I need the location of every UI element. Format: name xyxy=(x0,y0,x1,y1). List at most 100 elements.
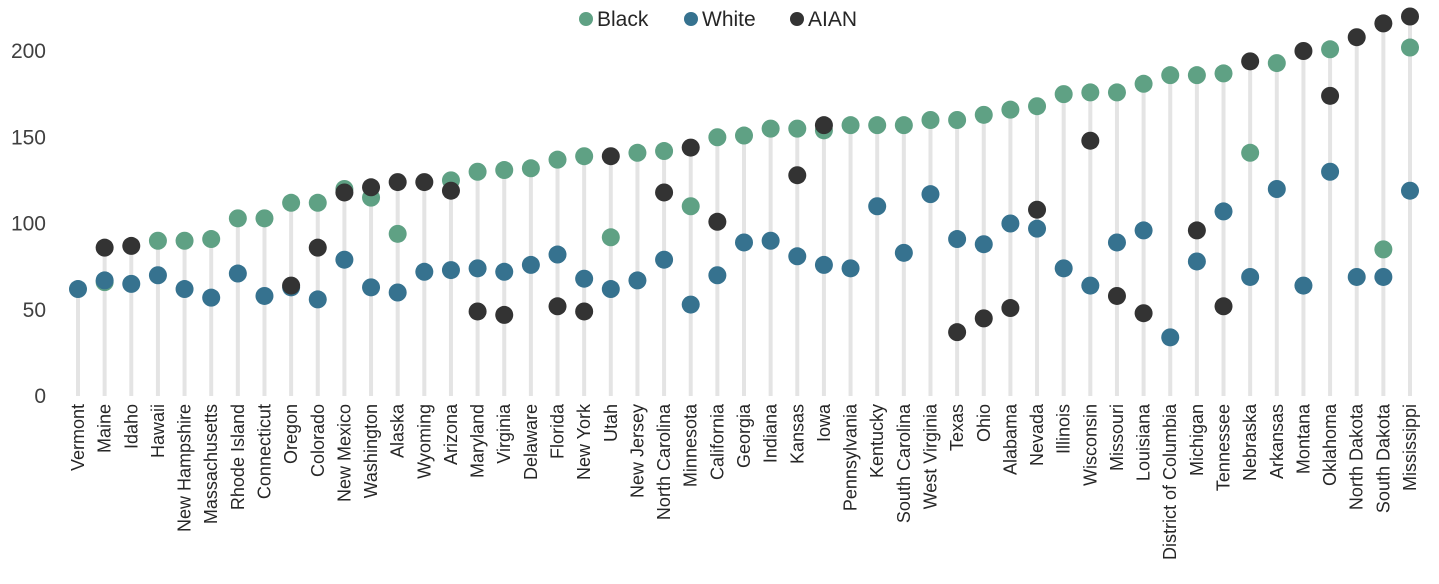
x-category-label: Alabama xyxy=(1000,403,1020,475)
point-black xyxy=(948,111,967,129)
point-black xyxy=(708,128,727,147)
point-white xyxy=(708,266,727,285)
x-category-label: District of Columbia xyxy=(1160,403,1180,560)
point-white xyxy=(948,230,967,249)
x-category-label: Georgia xyxy=(734,403,754,468)
point-aian xyxy=(441,181,460,200)
point-aian xyxy=(655,183,674,202)
point-white xyxy=(1187,252,1206,271)
point-white xyxy=(362,278,381,297)
point-white xyxy=(761,231,780,250)
point-white xyxy=(1321,162,1340,181)
point-white xyxy=(1134,221,1153,240)
x-category-label: New Jersey xyxy=(627,404,647,498)
x-category-label: Massachusetts xyxy=(201,404,221,524)
x-category-label: Hawaii xyxy=(148,404,168,458)
point-black xyxy=(868,116,887,135)
legend-label-white: White xyxy=(702,8,756,31)
point-white xyxy=(415,262,434,281)
point-black xyxy=(1134,74,1153,93)
x-category-label: Wyoming xyxy=(414,404,434,479)
x-category-label: North Dakota xyxy=(1347,403,1367,510)
point-aian xyxy=(1134,304,1153,323)
point-white xyxy=(1374,267,1393,286)
x-category-label: Nevada xyxy=(1027,403,1047,466)
point-aian xyxy=(1081,131,1100,150)
point-black xyxy=(202,230,221,249)
point-white xyxy=(95,271,114,290)
point-white xyxy=(335,250,354,269)
point-white xyxy=(521,255,540,274)
point-black xyxy=(1054,85,1073,104)
point-white xyxy=(868,197,887,216)
point-white xyxy=(894,243,913,262)
point-white xyxy=(202,288,221,307)
point-aian xyxy=(1214,297,1233,316)
y-tick-label: 100 xyxy=(11,213,46,236)
point-white xyxy=(1241,267,1260,286)
legend: Black White AIAN xyxy=(579,8,857,31)
point-aian xyxy=(388,173,407,192)
x-category-label: Virginia xyxy=(494,403,514,464)
point-black xyxy=(495,161,514,180)
x-category-label: Montana xyxy=(1293,403,1313,474)
x-category-label: Mississippi xyxy=(1400,404,1420,491)
stem-lines xyxy=(76,16,1412,396)
point-white xyxy=(575,269,594,288)
point-black xyxy=(788,119,807,138)
point-white xyxy=(1054,259,1073,278)
y-tick-label: 0 xyxy=(34,385,46,408)
point-aian xyxy=(1241,52,1260,71)
x-category-label: North Carolina xyxy=(654,403,674,520)
point-white xyxy=(1161,328,1180,347)
x-category-label: Utah xyxy=(601,404,621,442)
x-category-label: Kansas xyxy=(787,404,807,464)
x-category-label: California xyxy=(707,403,727,480)
x-category-label: Nebraska xyxy=(1240,403,1260,481)
point-white xyxy=(1294,276,1313,295)
point-black xyxy=(228,209,247,228)
point-aian xyxy=(548,297,567,316)
x-category-label: South Carolina xyxy=(894,403,914,523)
legend-label-aian: AIAN xyxy=(808,8,857,31)
point-black xyxy=(894,116,913,135)
point-black xyxy=(921,111,940,129)
point-white xyxy=(255,286,274,305)
point-white xyxy=(735,233,753,252)
point-white xyxy=(308,290,327,309)
point-black xyxy=(841,116,860,135)
data-points xyxy=(69,7,1419,347)
x-category-label: Alaska xyxy=(388,403,408,458)
point-black xyxy=(1001,100,1020,119)
legend-marker-white xyxy=(684,12,698,26)
point-white xyxy=(148,266,167,285)
point-black xyxy=(1267,54,1286,73)
point-black xyxy=(388,224,407,243)
point-white xyxy=(655,250,674,269)
point-aian xyxy=(1294,42,1313,60)
point-aian xyxy=(308,238,327,257)
point-black xyxy=(255,209,274,228)
point-aian xyxy=(1321,86,1340,105)
x-category-label: Indiana xyxy=(761,403,781,463)
point-black xyxy=(681,197,700,216)
point-black xyxy=(628,143,647,162)
point-aian xyxy=(335,183,354,202)
point-white xyxy=(1267,180,1286,198)
point-aian xyxy=(708,212,727,231)
x-category-label: Ohio xyxy=(974,404,994,442)
point-black xyxy=(308,193,327,212)
x-category-label: Arkansas xyxy=(1267,404,1287,479)
point-aian xyxy=(681,138,700,157)
point-black xyxy=(1401,38,1419,57)
x-category-label: Tennessee xyxy=(1214,404,1234,491)
x-category-label: South Dakota xyxy=(1373,403,1393,513)
x-category-label: Maryland xyxy=(468,404,488,478)
point-aian xyxy=(495,305,514,324)
point-white xyxy=(1028,219,1047,238)
point-aian xyxy=(282,276,301,295)
x-category-label: Missouri xyxy=(1107,404,1127,471)
point-aian xyxy=(1001,299,1020,318)
point-white xyxy=(974,235,993,254)
point-white xyxy=(1001,214,1020,233)
